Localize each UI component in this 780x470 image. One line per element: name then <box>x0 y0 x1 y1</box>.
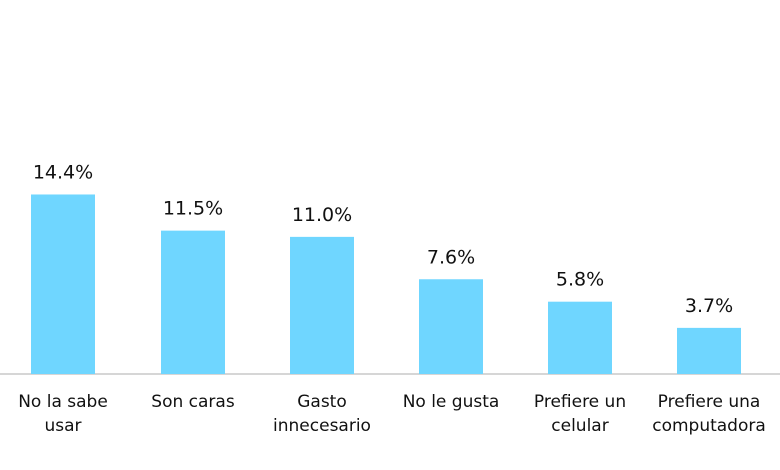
bar-3 <box>419 279 483 374</box>
category-label-3-line-0: No le gusta <box>403 392 500 412</box>
value-label-4: 5.8% <box>556 269 604 291</box>
category-label-2-line-1: innecesario <box>273 416 371 436</box>
bar-1 <box>161 230 225 374</box>
bars-group <box>31 194 741 374</box>
category-label-1-line-0: Son caras <box>151 392 235 412</box>
category-label-0-line-1: usar <box>44 416 81 436</box>
category-label-5-line-0: Prefiere una <box>658 392 761 412</box>
value-label-3: 7.6% <box>427 246 475 268</box>
category-label-2-line-0: Gasto <box>297 392 347 412</box>
category-label-0-line-0: No la sabe <box>18 392 108 412</box>
value-labels-group: 14.4% 11.5% 11.0% 7.6% 5.8% 3.7% <box>33 161 733 316</box>
value-label-0: 14.4% <box>33 161 93 183</box>
category-label-4-line-1: celular <box>551 416 608 436</box>
value-label-2: 11.0% <box>292 204 352 226</box>
value-label-5: 3.7% <box>685 295 733 317</box>
category-label-5-line-1: computadora <box>652 416 766 436</box>
bar-2 <box>290 236 354 374</box>
bar-4 <box>548 301 612 374</box>
category-label-4-line-0: Prefiere un <box>534 392 626 412</box>
value-label-1: 11.5% <box>163 198 223 220</box>
bar-5 <box>677 327 741 374</box>
bar-0 <box>31 194 95 374</box>
category-labels-group: No la sabe usar Son caras Gasto innecesario N… <box>18 392 766 436</box>
